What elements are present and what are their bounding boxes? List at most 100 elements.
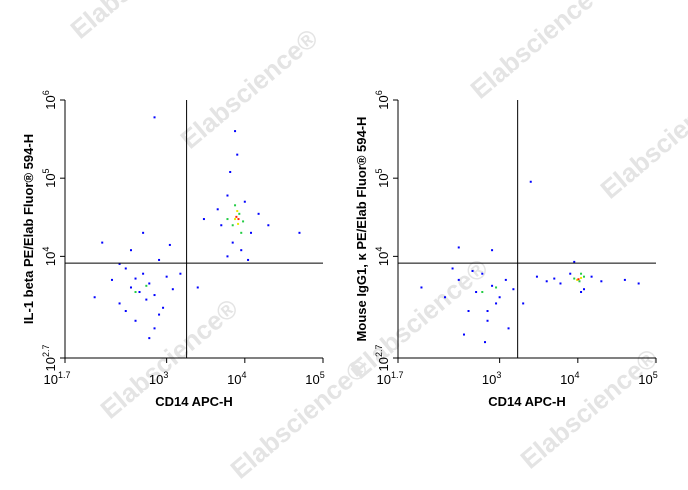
event-dot <box>559 282 562 285</box>
event-dot <box>257 212 260 215</box>
event-dot <box>145 298 148 301</box>
event-dot <box>226 255 229 258</box>
event-dot <box>491 249 494 252</box>
event-dot <box>238 212 241 215</box>
event-dot <box>576 278 579 281</box>
event-dot <box>481 291 484 294</box>
event-dot <box>129 286 132 289</box>
y-tick-label: 104 <box>374 247 391 266</box>
event-dot <box>580 272 583 275</box>
y-tick-label-exponent: 6 <box>374 90 384 95</box>
event-dot <box>165 275 168 278</box>
event-dot <box>93 296 96 299</box>
event-dot <box>196 286 199 289</box>
event-dot <box>148 282 151 285</box>
event-dot <box>250 231 253 234</box>
x-tick-label-exponent: 1.7 <box>391 370 404 380</box>
x-tick-label-base: 10 <box>560 372 574 387</box>
event-dot <box>573 277 576 280</box>
y-tick-label: 106 <box>374 90 391 109</box>
event-dot <box>467 310 470 313</box>
event-dot <box>267 224 270 227</box>
event-dot <box>234 218 237 221</box>
event-dot <box>535 275 538 278</box>
event-dot <box>580 276 583 279</box>
event-dot <box>236 153 239 156</box>
y-tick-label: 104 <box>41 247 58 266</box>
event-dot <box>118 262 121 265</box>
event-dot <box>134 277 137 280</box>
event-dot <box>202 218 205 221</box>
event-dot <box>512 288 515 291</box>
event-dot <box>134 291 137 294</box>
y-tick-label-base: 10 <box>43 357 58 371</box>
event-dot <box>583 275 586 278</box>
event-dot <box>231 224 234 227</box>
y-tick-label-exponent: 2.7 <box>41 345 51 358</box>
event-dot <box>462 333 465 336</box>
y-tick-label-exponent: 5 <box>374 168 384 173</box>
event-dot <box>153 116 156 119</box>
event-dot <box>229 170 232 173</box>
event-dot <box>243 200 246 203</box>
event-dot <box>110 278 113 281</box>
x-tick-label-base: 10 <box>149 372 163 387</box>
y-tick-label-base: 10 <box>43 173 58 187</box>
x-tick-label: 103 <box>149 370 168 387</box>
x-tick-label-exponent: 5 <box>653 370 658 380</box>
y-tick-label-base: 10 <box>376 252 391 266</box>
event-dot <box>124 267 127 270</box>
watermark: Elabscience® <box>65 0 214 45</box>
x-tick-label: 104 <box>560 370 579 387</box>
y-tick-label-exponent: 4 <box>41 247 51 252</box>
event-dot <box>153 294 156 297</box>
event-dot <box>573 260 576 263</box>
x-axis-label: CD14 APC-H <box>488 394 566 409</box>
event-dot <box>158 313 161 316</box>
watermark: Elabscience® <box>595 73 688 205</box>
y-tick-label-exponent: 6 <box>41 90 51 95</box>
event-dot <box>498 296 501 299</box>
event-dot <box>600 280 603 283</box>
event-dot <box>298 231 301 234</box>
event-dot <box>237 222 240 225</box>
event-dot <box>495 286 498 289</box>
event-dot <box>475 291 478 294</box>
y-tick-label: 106 <box>41 90 58 109</box>
x-tick-label: 101.7 <box>44 370 71 387</box>
event-dot <box>234 204 237 207</box>
event-dot <box>529 180 532 183</box>
event-dot <box>138 291 141 294</box>
event-dot <box>242 220 245 223</box>
event-dot <box>237 218 240 221</box>
event-dot <box>457 246 460 249</box>
event-dot <box>236 210 239 213</box>
event-dot <box>457 278 460 281</box>
event-dot <box>247 258 250 261</box>
event-dot <box>124 310 127 313</box>
event-dot <box>623 278 626 281</box>
y-axis-label: IL-1 beta PE/Elab Fluor® 594-H <box>21 134 36 324</box>
event-dot <box>134 319 137 322</box>
y-tick-label-exponent: 5 <box>41 168 51 173</box>
event-dot <box>101 241 104 244</box>
x-tick-label-exponent: 3 <box>496 370 501 380</box>
x-tick-label: 105 <box>638 370 657 387</box>
event-dot <box>577 278 580 281</box>
event-dot <box>240 249 243 252</box>
event-dot <box>118 302 121 305</box>
event-dot <box>231 241 234 244</box>
watermark: Elabscience® <box>175 23 324 155</box>
y-tick-label: 102.7 <box>41 345 58 372</box>
x-tick-label-base: 10 <box>305 372 319 387</box>
event-dot <box>569 272 572 275</box>
y-tick-label-base: 10 <box>43 252 58 266</box>
event-dot <box>158 258 161 261</box>
y-tick-label: 102.7 <box>374 345 391 372</box>
event-dot <box>148 337 151 340</box>
event-dot <box>179 272 182 275</box>
x-tick-label-exponent: 4 <box>242 370 247 380</box>
y-tick-label-base: 10 <box>376 357 391 371</box>
event-dot <box>590 275 593 278</box>
